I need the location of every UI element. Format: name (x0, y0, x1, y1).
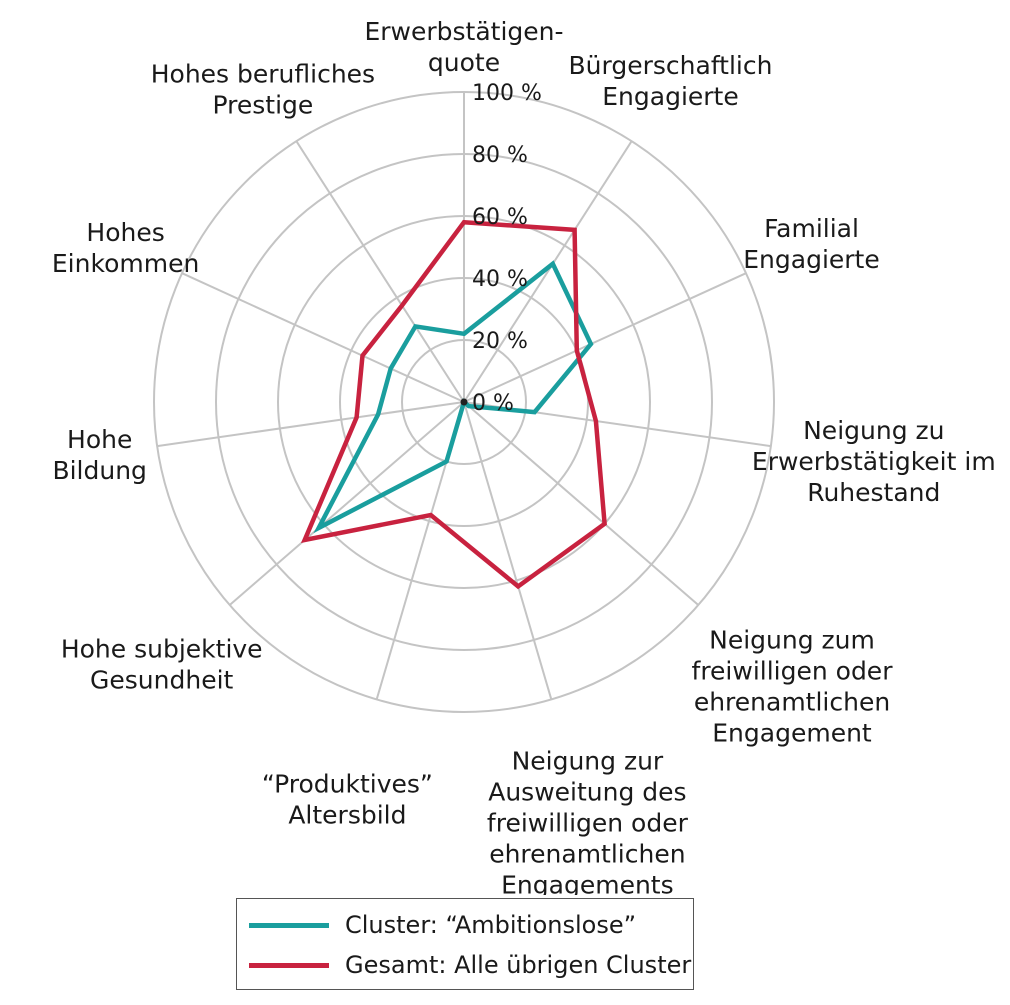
series-line-0 (313, 260, 594, 534)
axis-label-line: Neigung zu (803, 416, 944, 445)
radar-chart: 0 % 20 % 40 % 60 % 80 % 100 % Erwerbstätigen-… (52, 17, 996, 895)
axis-label: Hohes berufliches Prestige (151, 60, 375, 120)
axis-label: Hohe subjektive Gesundheit (61, 634, 263, 694)
axis-label-line: Erwerbstätigen- (364, 17, 563, 46)
grid-spoke (295, 140, 465, 403)
axis-label-line: quote (428, 48, 500, 77)
grid-spoke (463, 401, 699, 606)
axis-label-line: ehrenamtlichen (489, 839, 685, 868)
axis-label-line: Altersbild (288, 801, 406, 830)
radar-series (300, 219, 607, 590)
axis-label: Erwerbstätigen-quote (364, 17, 563, 77)
axis-label-line: Prestige (213, 91, 314, 120)
tick-label: 20 % (472, 329, 528, 354)
axis-label-line: Bildung (52, 456, 146, 485)
tick-label: 40 % (472, 267, 528, 292)
radar-axis-labels: Erwerbstätigen-quote Bürgerschaftlich Enga… (52, 17, 996, 895)
grid-spoke (229, 401, 465, 606)
radar-ticks: 0 % 20 % 40 % 60 % 80 % 100 % (472, 81, 542, 416)
axis-label-line: Ausweitung des (488, 777, 686, 806)
legend-swatch-teal (249, 922, 329, 928)
grid-spoke (463, 401, 553, 700)
series-line-1 (300, 219, 607, 590)
legend-item-gesamt: Gesamt: Alle übrigen Cluster (237, 945, 691, 985)
axis-label-line: Hohe subjektive (61, 634, 263, 663)
axis-label-line: Ruhestand (807, 478, 940, 507)
axis-label-line: Hohes berufliches (151, 60, 375, 89)
tick-label: 0 % (472, 391, 514, 416)
axis-label-line: freiwilligen oder (487, 808, 689, 837)
axis-label-line: ehrenamtlichen (694, 688, 890, 717)
tick-label: 100 % (472, 81, 542, 106)
axis-label: Bürgerschaftlich Engagierte (569, 51, 773, 111)
legend-swatch-red (249, 962, 329, 968)
axis-label-line: Neigung zur (512, 746, 664, 775)
axis-label-line: Familial (764, 214, 859, 243)
center-dot (460, 398, 468, 406)
axis-label-line: Engagements (501, 870, 674, 895)
legend-label: Cluster: “Ambitionslose” (345, 911, 637, 939)
axis-label-line: Erwerbstätigkeit im (752, 447, 996, 476)
axis-label: Familial Engagierte (743, 214, 880, 274)
axis-label: “Produktives” Altersbild (262, 770, 433, 830)
axis-label-line: freiwilligen oder (692, 657, 894, 686)
axis-label: Hohes Einkommen (52, 218, 199, 278)
legend: Cluster: “Ambitionslose” Gesamt: Alle üb… (236, 898, 694, 990)
grid-spoke (463, 140, 633, 403)
axis-label-line: Engagierte (743, 245, 880, 274)
grid-spoke (463, 272, 747, 403)
radar-grid (153, 91, 775, 713)
axis-label-line: Engagement (712, 719, 872, 748)
axis-label: Neigung zum freiwilligen oder ehrenamtlich… (692, 626, 894, 748)
legend-label: Gesamt: Alle übrigen Cluster (345, 951, 692, 979)
legend-item-ambitionslose: Cluster: “Ambitionslose” (237, 905, 636, 945)
axis-label-line: Bürgerschaftlich (569, 51, 773, 80)
axis-label-line: Hohe (67, 425, 132, 454)
axis-label-line: Hohes (86, 218, 164, 247)
axis-label-line: Neigung zum (709, 626, 875, 655)
grid-spoke (181, 272, 465, 403)
tick-label: 80 % (472, 143, 528, 168)
axis-label-line: Engagierte (602, 82, 739, 111)
axis-label: Neigung zu Erwerbstätigkeit im Ruhestand (752, 416, 996, 507)
axis-label-line: Einkommen (52, 249, 199, 278)
axis-label-line: “Produktives” (262, 770, 433, 799)
axis-label: Neigung zur Ausweitung des freiwilligen od… (487, 746, 689, 895)
tick-label: 60 % (472, 205, 528, 230)
axis-label: Hohe Bildung (52, 425, 146, 485)
grid-spoke (157, 401, 465, 448)
axis-label-line: Gesundheit (90, 665, 234, 694)
